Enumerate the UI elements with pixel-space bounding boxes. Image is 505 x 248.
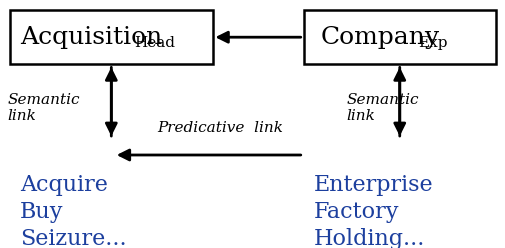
Text: Acquisition: Acquisition [20, 26, 162, 49]
Text: Exp: Exp [418, 36, 447, 50]
Text: Enterprise
Factory
Holding...: Enterprise Factory Holding... [313, 174, 432, 248]
Text: Company: Company [320, 26, 439, 49]
FancyBboxPatch shape [10, 10, 212, 64]
Text: Acquire
Buy
Seizure...: Acquire Buy Seizure... [20, 174, 127, 248]
Text: Head: Head [134, 36, 175, 50]
FancyBboxPatch shape [303, 10, 495, 64]
Text: Predicative  link: Predicative link [157, 121, 283, 135]
Text: Semantic
link: Semantic link [8, 93, 80, 123]
Text: Semantic
link: Semantic link [346, 93, 418, 123]
